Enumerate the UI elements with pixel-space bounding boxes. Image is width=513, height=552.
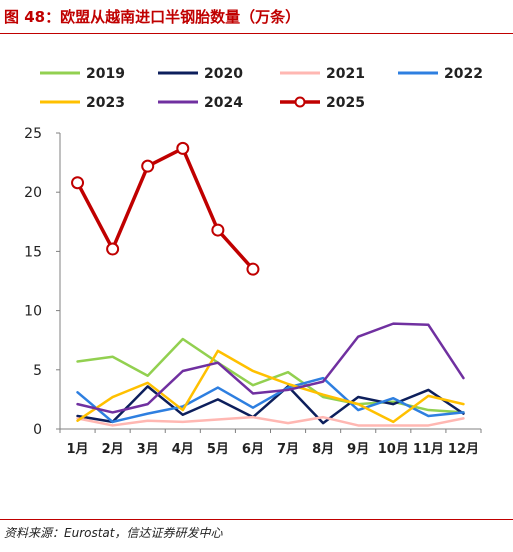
x-tick-label: 7月	[277, 442, 299, 457]
y-tick-label: 15	[24, 244, 42, 260]
x-tick-label: 6月	[242, 442, 264, 457]
legend-marker-2025	[294, 96, 306, 108]
data-point-2025	[246, 262, 260, 276]
x-tick-label: 2月	[102, 442, 124, 457]
y-tick-label: 10	[24, 304, 42, 320]
x-tick-label: 9月	[347, 442, 369, 457]
y-tick-label: 25	[24, 126, 42, 142]
legend-label-2020: 2020	[204, 66, 243, 82]
legend-label-2023: 2023	[86, 95, 125, 111]
series-line-2022	[76, 376, 465, 424]
chart-title: 图 48：欧盟从越南进口半钢胎数量（万条）	[4, 8, 301, 26]
x-tick-label: 12月	[448, 442, 479, 457]
x-tick-label: 5月	[207, 442, 229, 457]
x-tick-label: 1月	[67, 442, 89, 457]
y-tick-label: 0	[33, 422, 42, 438]
title-bar: 图 48：欧盟从越南进口半钢胎数量（万条）	[0, 0, 513, 34]
y-tick-label: 20	[24, 185, 42, 201]
x-tick-label: 8月	[312, 442, 334, 457]
x-tick-label: 3月	[137, 442, 159, 457]
source-note: 资料来源：Eurostat，信达证券研发中心	[4, 526, 223, 540]
legend-label-2024: 2024	[204, 95, 243, 111]
series-line-2025	[75, 146, 255, 271]
series-line-2024	[76, 322, 465, 414]
series-line-2021	[76, 415, 465, 427]
x-tick-label: 11月	[413, 442, 444, 457]
title-rule	[0, 33, 513, 34]
series-line-2023	[76, 349, 465, 424]
x-tick-label: 10月	[378, 442, 409, 457]
legend-label-2021: 2021	[326, 66, 365, 82]
data-point-2025	[176, 141, 190, 155]
data-point-2025	[141, 159, 155, 173]
source-rule	[0, 519, 513, 520]
legend-label-2022: 2022	[444, 66, 483, 82]
y-tick-label: 5	[33, 363, 42, 379]
data-point-2025	[71, 176, 85, 190]
x-tick-label: 4月	[172, 442, 194, 457]
data-point-2025	[211, 223, 225, 237]
legend-label-2025: 2025	[326, 95, 365, 111]
legend-label-2019: 2019	[86, 66, 125, 82]
data-point-2025	[106, 242, 120, 256]
